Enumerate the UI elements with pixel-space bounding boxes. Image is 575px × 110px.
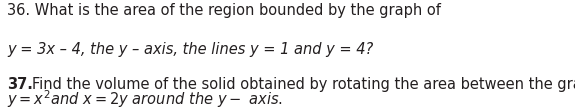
Text: $\it{y = x^2}$$\mathit{and\ x = 2y\ around\ the\ y} -\mathit{\ axis.}$: $\it{y = x^2}$$\mathit{and\ x = 2y\ arou… [7, 88, 283, 110]
Text: 36. What is the area of the region bounded by the graph of: 36. What is the area of the region bound… [7, 3, 442, 18]
Text: 37.: 37. [7, 77, 33, 92]
Text: Find the volume of the solid obtained by rotating the area between the graphs of: Find the volume of the solid obtained by… [32, 77, 575, 92]
Text: y = 3x – 4, the y – axis, the lines y = 1 and y = 4?: y = 3x – 4, the y – axis, the lines y = … [7, 42, 374, 57]
